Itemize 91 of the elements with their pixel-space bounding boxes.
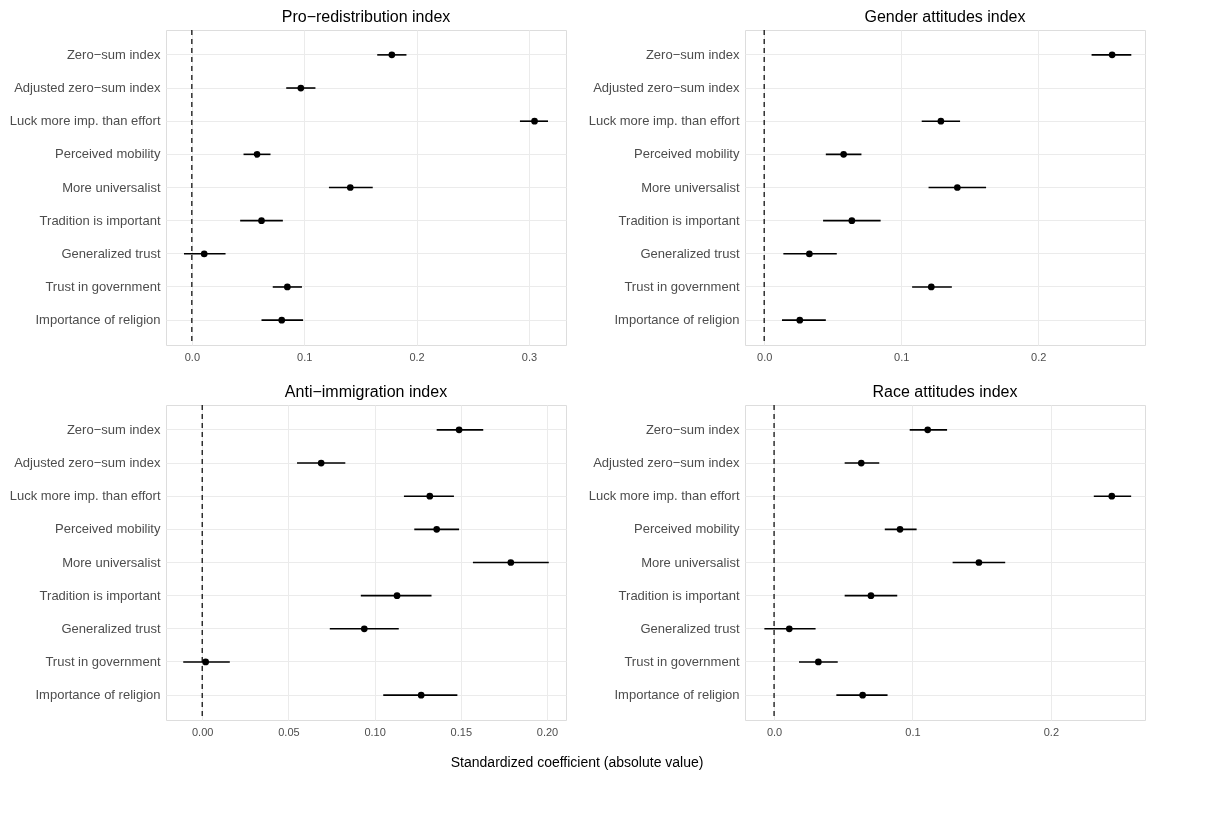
point: [857, 459, 865, 467]
point: [200, 250, 208, 258]
y-tick-label: Importance of religion: [35, 312, 161, 328]
point: [924, 426, 932, 434]
point: [815, 658, 822, 666]
point: [1108, 492, 1116, 500]
x-tick-label: 0.2: [1043, 725, 1060, 738]
point: [953, 184, 961, 191]
y-tick-label: Importance of religion: [35, 687, 161, 703]
point: [806, 250, 813, 258]
point: [388, 51, 396, 59]
y-tick-label: More universalist: [641, 554, 740, 570]
x-tick-label: 0.1: [905, 725, 921, 738]
y-tick-label: Perceived mobility: [634, 521, 740, 537]
point: [297, 84, 305, 92]
point: [417, 691, 425, 699]
y-tick-label: Generalized trust: [61, 245, 161, 261]
y-tick-label: Importance of religion: [614, 312, 740, 328]
x-tick-label: 0.1: [297, 350, 313, 363]
point: [507, 559, 515, 566]
y-tick-label: More universalist: [641, 179, 740, 195]
y-tick-label: Zero−sum index: [645, 421, 740, 437]
point: [360, 625, 368, 633]
y-tick-label: Luck more imp. than effort: [588, 113, 740, 129]
y-tick-label: More universalist: [62, 554, 161, 570]
point: [867, 592, 875, 600]
point: [278, 316, 286, 324]
y-tick-label: Generalized trust: [640, 620, 740, 636]
x-tick-label: 0.10: [364, 725, 386, 738]
y-tick-label: Tradition is important: [618, 212, 740, 228]
y-tick-label: Perceived mobility: [55, 521, 161, 537]
point: [253, 150, 261, 158]
y-tick-label: Tradition is important: [39, 212, 161, 228]
x-tick-label: 0.0: [757, 350, 773, 363]
y-tick-label: Trust in government: [45, 278, 161, 294]
y-tick-label: Generalized trust: [61, 620, 161, 636]
chart-title: Gender attitudes index: [864, 8, 1026, 26]
x-tick-label: 0.1: [894, 350, 910, 363]
x-tick-label: 0.00: [192, 725, 214, 738]
y-tick-label: Zero−sum index: [66, 421, 161, 437]
x-tick-label: 0.05: [278, 725, 300, 738]
y-tick-label: Generalized trust: [640, 245, 740, 261]
y-tick-label: Adjusted zero−sum index: [14, 80, 161, 96]
x-tick-label: 0.0: [184, 350, 200, 363]
chart-title: Anti−immigration index: [284, 383, 448, 401]
point: [426, 492, 434, 500]
point: [346, 184, 354, 191]
point: [393, 592, 401, 600]
x-axis-title: Standardized coefficient (absolute value): [450, 753, 704, 770]
y-tick-label: Adjusted zero−sum index: [593, 455, 740, 471]
y-tick-label: Tradition is important: [39, 587, 161, 603]
point: [258, 217, 265, 225]
point: [859, 691, 866, 699]
point: [317, 459, 325, 467]
y-tick-label: Adjusted zero−sum index: [593, 80, 740, 96]
point: [1108, 51, 1116, 59]
point: [283, 283, 291, 291]
point: [531, 117, 538, 125]
point: [927, 283, 935, 291]
point: [975, 559, 983, 566]
point: [840, 150, 847, 158]
y-tick-label: Adjusted zero−sum index: [14, 455, 161, 471]
x-tick-label: 0.3: [521, 350, 538, 363]
point: [433, 525, 441, 533]
point: [848, 217, 856, 225]
point: [455, 426, 463, 434]
y-tick-label: Zero−sum index: [66, 46, 161, 62]
point: [937, 117, 945, 125]
x-tick-label: 0.15: [450, 725, 473, 738]
chart-title: Pro−redistribution index: [281, 8, 451, 26]
y-tick-label: Trust in government: [624, 653, 740, 669]
point: [896, 525, 904, 533]
y-tick-label: Perceived mobility: [634, 146, 740, 162]
y-tick-label: More universalist: [62, 179, 161, 195]
y-tick-label: Luck more imp. than effort: [588, 488, 740, 504]
y-tick-label: Tradition is important: [618, 587, 740, 603]
x-tick-label: 0.20: [536, 725, 559, 738]
y-tick-label: Trust in government: [45, 653, 161, 669]
y-tick-label: Trust in government: [624, 278, 740, 294]
y-tick-label: Importance of religion: [614, 687, 740, 703]
chart-title: Race attitudes index: [872, 383, 1018, 401]
y-tick-label: Luck more imp. than effort: [9, 113, 161, 129]
y-tick-label: Luck more imp. than effort: [9, 488, 161, 504]
y-tick-label: Zero−sum index: [645, 46, 740, 62]
point: [796, 316, 804, 324]
y-tick-label: Perceived mobility: [55, 146, 161, 162]
point: [202, 658, 210, 666]
x-tick-label: 0.2: [409, 350, 425, 363]
x-tick-label: 0.2: [1031, 350, 1047, 363]
x-tick-label: 0.0: [766, 725, 783, 738]
point: [785, 625, 793, 633]
